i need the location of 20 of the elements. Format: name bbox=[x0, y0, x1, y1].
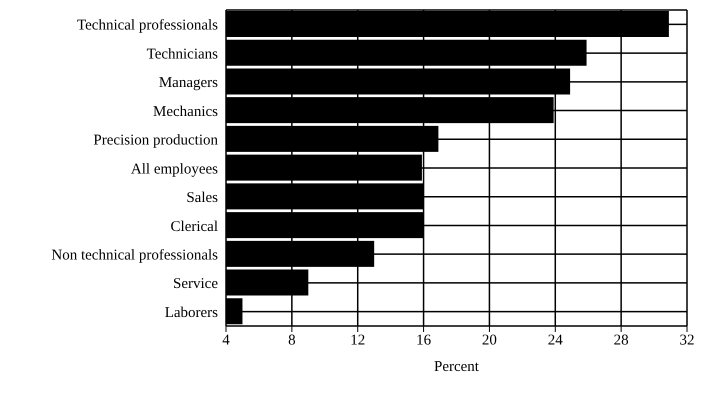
x-tick-label: 32 bbox=[680, 332, 694, 349]
y-tick-label: All employees bbox=[130, 161, 218, 178]
x-tick-label: 16 bbox=[416, 332, 432, 349]
y-tick-label: Mechanics bbox=[153, 104, 218, 120]
x-axis-title: Percent bbox=[434, 359, 480, 375]
x-tick-label: 8 bbox=[288, 332, 296, 349]
y-tick-label: Service bbox=[173, 276, 218, 292]
y-tick-label: Precision production bbox=[93, 132, 218, 149]
x-tick-label: 24 bbox=[548, 332, 564, 349]
x-tick-label: 20 bbox=[482, 332, 497, 349]
x-tick-label: 12 bbox=[350, 332, 366, 349]
y-tick-label: Technical professionals bbox=[77, 18, 218, 34]
y-tick-label: Sales bbox=[186, 190, 218, 206]
y-tick-label: Managers bbox=[158, 75, 218, 92]
x-tick-label: 4 bbox=[222, 332, 230, 349]
y-tick-label: Non technical professionals bbox=[51, 248, 218, 264]
y-tick-label: Laborers bbox=[164, 304, 218, 321]
y-tick-label: Technicians bbox=[146, 46, 218, 62]
x-tick-label: 28 bbox=[614, 332, 629, 349]
y-tick-label: Clerical bbox=[170, 218, 218, 235]
